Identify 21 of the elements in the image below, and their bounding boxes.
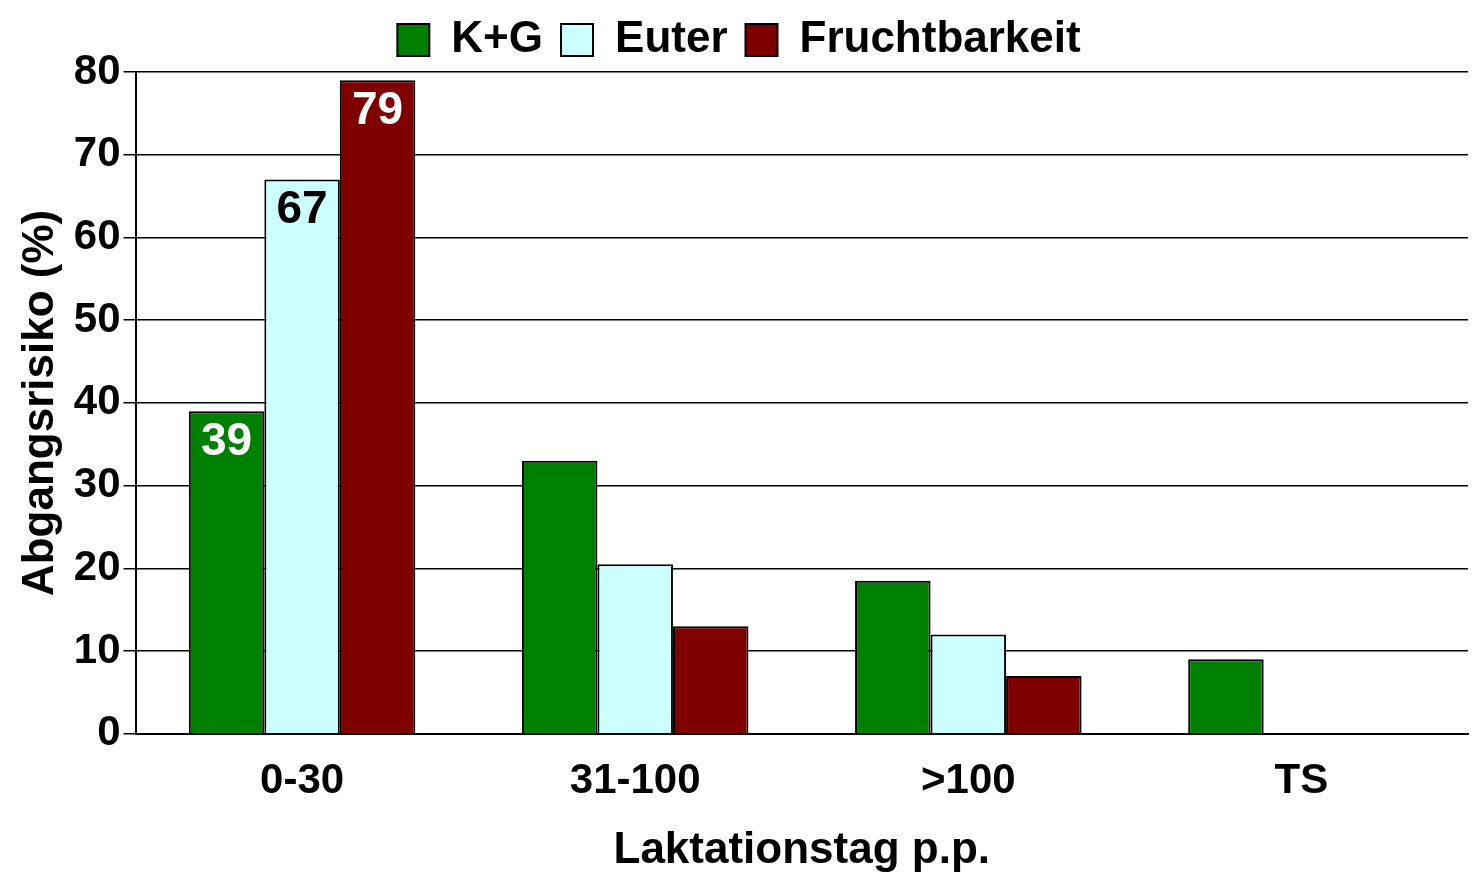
legend-label: Fruchtbarkeit — [799, 12, 1082, 62]
y-tick-label: 60 — [73, 211, 121, 259]
y-tick-label: 80 — [73, 45, 121, 93]
y-tick-label: 30 — [73, 459, 121, 507]
y-tick-label: 10 — [73, 624, 121, 672]
data-label: 67 — [276, 181, 328, 234]
x-tick-label: TS — [1274, 754, 1329, 802]
y-axis-title: Abgangsrisiko (%) — [12, 209, 62, 597]
data-label: 39 — [200, 412, 253, 465]
data-label: 79 — [352, 81, 404, 134]
x-axis-title: Laktationstag p.p. — [613, 822, 990, 872]
y-tick-label: 50 — [73, 293, 121, 341]
legend-label: K+G — [451, 12, 544, 62]
x-tick-label: >100 — [921, 754, 1016, 802]
legend-label: Euter — [615, 12, 728, 62]
x-tick-label: 0-30 — [260, 754, 345, 802]
y-tick-label: 0 — [97, 707, 121, 755]
y-tick-label: 70 — [73, 128, 121, 176]
x-tick-label: 31-100 — [569, 754, 701, 802]
y-tick-label: 40 — [73, 376, 121, 424]
y-tick-label: 20 — [73, 541, 121, 589]
